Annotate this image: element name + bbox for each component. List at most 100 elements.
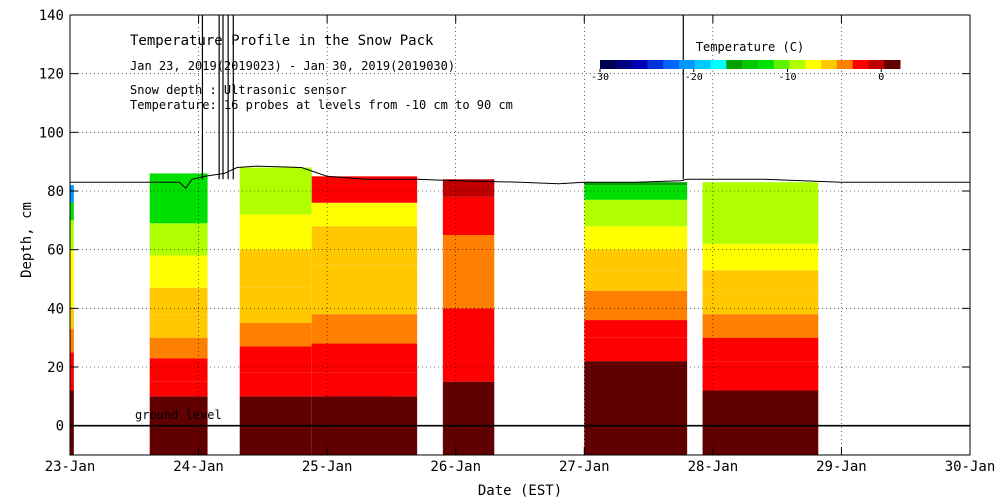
x-tick-label-30-Jan: 30-Jan <box>945 459 996 475</box>
x-tick-label-28-Jan: 28-Jan <box>688 459 739 475</box>
heat-cell-7-4 <box>702 293 819 315</box>
grid-layer <box>70 15 970 455</box>
note-snow-depth: Snow depth : Ultrasonic sensor <box>130 83 347 97</box>
colorbar-swatch-4 <box>663 60 680 69</box>
heat-cell-0-7 <box>70 185 74 203</box>
heat-cell-2-6 <box>239 214 312 250</box>
snow-depth-line <box>70 165 970 189</box>
plot-frame <box>69 14 971 456</box>
chart-title: Temperature Profile in the Snow Pack <box>130 33 434 49</box>
colorbar-tick-label-0: 0 <box>878 72 884 83</box>
x-tick-label-27-Jan: 27-Jan <box>559 459 610 475</box>
heat-cell-7-8 <box>702 182 819 212</box>
heat-cell-6-8 <box>584 185 688 200</box>
colorbar-swatch-12 <box>789 60 806 69</box>
y-tick-label-20: 20 <box>47 360 64 376</box>
heat-cell-7-6 <box>702 243 819 271</box>
axis-layer: 23-Jan 24-Jan 25-Jan 26-Jan 27-Jan 28-Jan 29-J… <box>39 8 996 475</box>
heatmap-layer <box>70 167 819 455</box>
heat-cell-6-6 <box>584 226 688 250</box>
colorbar-swatch-15 <box>836 60 854 69</box>
heat-cell-5-3 <box>442 235 495 309</box>
colorbar-swatch-8 <box>726 60 743 69</box>
heat-cell-6-3 <box>584 290 688 321</box>
colorbar-swatch-1 <box>615 60 633 69</box>
heat-cell-0-1 <box>70 352 74 391</box>
heat-cell-1-5 <box>149 287 208 315</box>
colorbar-swatch-16 <box>852 60 869 69</box>
colorbar-swatch-3 <box>647 60 664 69</box>
note-temperature: Temperature: 16 probes at levels from -1… <box>130 98 513 112</box>
heat-cell-7-3 <box>702 314 819 338</box>
heat-cell-1-7 <box>149 223 208 256</box>
heat-cell-0-0 <box>70 390 74 455</box>
x-tick-label-26-Jan: 26-Jan <box>430 459 481 475</box>
heat-cell-5-1 <box>442 343 495 382</box>
heat-cell-7-1 <box>702 361 819 391</box>
snow-depth-layer <box>70 15 970 427</box>
heat-cell-2-2 <box>239 346 312 373</box>
heat-cell-3-4 <box>311 264 418 315</box>
heat-cell-0-5 <box>70 220 74 250</box>
heat-cell-5-0 <box>442 381 495 455</box>
colorbar-swatch-14 <box>821 60 838 69</box>
colorbar-swatch-11 <box>773 60 790 69</box>
colorbar-tick-label--20: -20 <box>685 72 703 83</box>
colorbar-swatch-2 <box>631 60 648 69</box>
y-tick-label-120: 120 <box>39 67 64 83</box>
heat-cell-6-5 <box>584 249 688 271</box>
heat-cell-1-3 <box>149 337 208 359</box>
heat-cell-2-7 <box>239 167 312 215</box>
colorbar-swatch-13 <box>805 60 822 69</box>
heat-cell-7-2 <box>702 337 819 362</box>
heat-cell-0-6 <box>70 202 74 221</box>
colorbar-swatch-5 <box>678 60 696 69</box>
heat-cell-2-4 <box>239 287 312 323</box>
chart-subtitle: Jan 23, 2019(2019023) - Jan 30, 2019(201… <box>130 59 455 73</box>
x-tick-label-29-Jan: 29-Jan <box>816 459 867 475</box>
y-tick-label-60: 60 <box>47 243 64 259</box>
heat-cell-0-2 <box>70 328 74 353</box>
colorbar-title: Temperature (C) <box>696 40 804 54</box>
heat-cell-7-0 <box>702 390 819 455</box>
colorbar-tick-label--30: -30 <box>591 72 609 83</box>
colorbar: Temperature (C) -30 -20 -10 0 <box>591 40 901 83</box>
heat-cell-2-3 <box>239 323 312 347</box>
heat-cell-3-1 <box>311 372 418 397</box>
y-tick-label-140: 140 <box>39 8 64 24</box>
colorbar-tick-label--10: -10 <box>778 72 796 83</box>
heat-cell-5-2 <box>442 308 495 344</box>
heat-cell-1-1 <box>149 381 208 397</box>
heat-cell-1-2 <box>149 358 208 382</box>
heat-cell-1-8 <box>149 173 208 224</box>
colorbar-swatch-7 <box>710 60 727 69</box>
y-tick-label-40: 40 <box>47 301 64 317</box>
heat-cell-2-1 <box>239 372 312 397</box>
x-tick-label-23-Jan: 23-Jan <box>45 459 96 475</box>
colorbar-ticks: -30 -20 -10 0 <box>591 69 884 83</box>
heat-cell-6-4 <box>584 270 688 291</box>
colorbar-swatches <box>600 60 901 69</box>
heat-cell-0-4 <box>70 249 74 309</box>
colorbar-swatch-18 <box>884 60 901 69</box>
colorbar-swatch-9 <box>742 60 759 69</box>
x-axis-label: Date (EST) <box>478 483 562 499</box>
heat-cell-6-0 <box>584 361 688 455</box>
y-axis-label: Depth, cm <box>19 202 35 278</box>
heat-cell-6-1 <box>584 337 688 362</box>
x-tick-label-25-Jan: 25-Jan <box>302 459 353 475</box>
heat-cell-2-5 <box>239 249 312 288</box>
heat-cell-5-4 <box>442 196 495 235</box>
heat-cell-7-5 <box>702 270 819 294</box>
heat-cell-3-6 <box>311 202 418 227</box>
heat-cell-3-7 <box>311 176 418 203</box>
heat-cell-1-6 <box>149 255 208 288</box>
heat-cell-3-5 <box>311 226 418 265</box>
heat-cell-6-2 <box>584 320 688 338</box>
heat-cell-6-7 <box>584 199 688 227</box>
ground-level-label: ground level <box>135 408 222 422</box>
heat-cell-1-4 <box>149 314 208 338</box>
heat-cell-7-7 <box>702 211 819 244</box>
heat-cell-6-9 <box>584 182 688 186</box>
